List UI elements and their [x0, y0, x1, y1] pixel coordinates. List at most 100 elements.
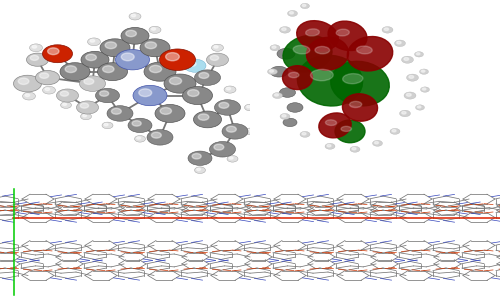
Circle shape: [80, 113, 92, 120]
Circle shape: [18, 78, 29, 85]
Circle shape: [287, 103, 303, 112]
Circle shape: [134, 135, 145, 142]
Circle shape: [56, 89, 78, 102]
Ellipse shape: [356, 46, 372, 54]
Circle shape: [184, 59, 206, 72]
Circle shape: [136, 137, 140, 139]
Circle shape: [268, 69, 278, 75]
Circle shape: [394, 40, 406, 47]
Circle shape: [283, 118, 297, 127]
Circle shape: [45, 88, 50, 91]
Circle shape: [76, 101, 98, 114]
Circle shape: [26, 53, 48, 66]
Circle shape: [270, 66, 288, 77]
Circle shape: [102, 66, 114, 73]
Circle shape: [416, 105, 424, 110]
Ellipse shape: [342, 74, 363, 84]
Circle shape: [65, 66, 76, 73]
Circle shape: [30, 55, 38, 61]
Circle shape: [280, 88, 295, 97]
Circle shape: [422, 70, 425, 72]
Circle shape: [116, 50, 150, 70]
Ellipse shape: [282, 66, 312, 90]
Circle shape: [402, 111, 406, 114]
Circle shape: [302, 4, 306, 7]
Circle shape: [246, 129, 250, 132]
Circle shape: [42, 86, 56, 94]
Circle shape: [182, 87, 212, 104]
Circle shape: [155, 104, 185, 123]
Ellipse shape: [330, 61, 390, 106]
Circle shape: [166, 53, 179, 61]
Circle shape: [188, 61, 196, 66]
Circle shape: [112, 108, 122, 114]
Circle shape: [160, 49, 196, 70]
Circle shape: [152, 28, 156, 30]
Circle shape: [60, 63, 90, 81]
Ellipse shape: [315, 46, 330, 54]
Circle shape: [104, 123, 108, 126]
Circle shape: [188, 151, 212, 166]
Circle shape: [192, 154, 201, 159]
Ellipse shape: [306, 37, 348, 70]
Circle shape: [300, 3, 310, 9]
Circle shape: [406, 74, 418, 81]
Circle shape: [145, 42, 156, 49]
Ellipse shape: [348, 36, 393, 71]
Circle shape: [82, 114, 86, 117]
Circle shape: [132, 14, 136, 17]
Circle shape: [194, 70, 220, 85]
Circle shape: [122, 53, 134, 61]
Circle shape: [150, 65, 162, 73]
Circle shape: [80, 103, 88, 108]
Circle shape: [219, 102, 229, 108]
Circle shape: [272, 92, 282, 98]
Circle shape: [198, 114, 209, 120]
Ellipse shape: [350, 101, 362, 107]
Circle shape: [418, 106, 421, 108]
Circle shape: [81, 51, 109, 68]
Circle shape: [400, 110, 410, 117]
Circle shape: [139, 89, 151, 97]
Circle shape: [390, 129, 400, 134]
Circle shape: [212, 44, 224, 51]
Circle shape: [194, 167, 205, 173]
Circle shape: [102, 122, 113, 129]
Ellipse shape: [342, 94, 378, 121]
Circle shape: [86, 54, 97, 61]
Circle shape: [25, 94, 29, 97]
Circle shape: [32, 45, 36, 48]
Circle shape: [327, 144, 331, 147]
Ellipse shape: [335, 120, 365, 143]
Circle shape: [409, 76, 414, 78]
Ellipse shape: [306, 29, 320, 36]
Circle shape: [222, 124, 248, 139]
Ellipse shape: [288, 72, 299, 78]
Circle shape: [140, 39, 170, 57]
Circle shape: [149, 26, 161, 33]
Circle shape: [210, 55, 218, 61]
Circle shape: [288, 11, 298, 17]
Circle shape: [300, 131, 310, 137]
Circle shape: [396, 41, 401, 44]
Circle shape: [100, 91, 108, 96]
Ellipse shape: [328, 21, 367, 51]
Ellipse shape: [336, 29, 349, 36]
Circle shape: [290, 12, 294, 14]
Circle shape: [214, 144, 224, 150]
Circle shape: [404, 92, 416, 99]
Circle shape: [280, 26, 290, 33]
Circle shape: [105, 42, 117, 49]
Circle shape: [164, 74, 196, 93]
Circle shape: [392, 129, 396, 132]
Circle shape: [226, 87, 230, 90]
Circle shape: [62, 103, 66, 105]
Circle shape: [414, 52, 424, 57]
Circle shape: [132, 121, 141, 126]
Circle shape: [88, 38, 101, 46]
Circle shape: [147, 129, 173, 145]
Circle shape: [274, 94, 278, 96]
Circle shape: [272, 46, 276, 48]
Circle shape: [160, 107, 172, 114]
Ellipse shape: [283, 36, 332, 72]
